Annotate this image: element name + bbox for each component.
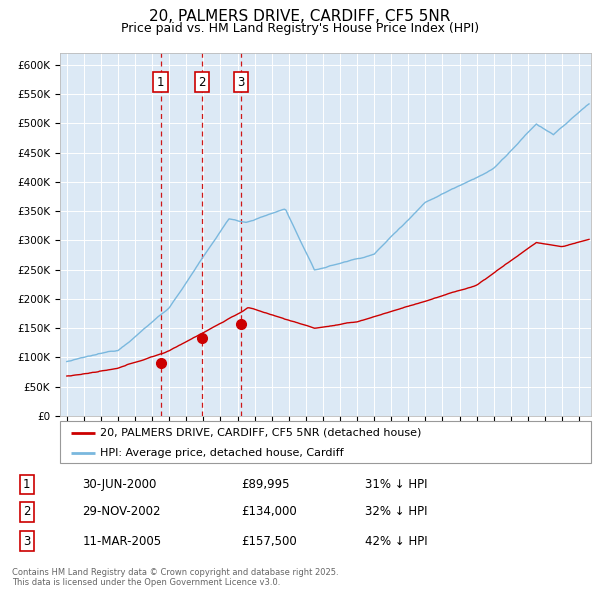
Text: 29-NOV-2002: 29-NOV-2002 <box>82 505 161 519</box>
Text: 42% ↓ HPI: 42% ↓ HPI <box>365 535 427 548</box>
Text: 32% ↓ HPI: 32% ↓ HPI <box>365 505 427 519</box>
Text: 3: 3 <box>23 535 30 548</box>
Text: HPI: Average price, detached house, Cardiff: HPI: Average price, detached house, Card… <box>100 448 343 457</box>
Text: £134,000: £134,000 <box>241 505 297 519</box>
Text: 31% ↓ HPI: 31% ↓ HPI <box>365 478 427 491</box>
Text: 1: 1 <box>23 478 31 491</box>
Text: Price paid vs. HM Land Registry's House Price Index (HPI): Price paid vs. HM Land Registry's House … <box>121 22 479 35</box>
Text: 2: 2 <box>198 76 206 88</box>
Text: 11-MAR-2005: 11-MAR-2005 <box>82 535 161 548</box>
Text: 30-JUN-2000: 30-JUN-2000 <box>82 478 157 491</box>
Text: £89,995: £89,995 <box>241 478 290 491</box>
Text: Contains HM Land Registry data © Crown copyright and database right 2025.
This d: Contains HM Land Registry data © Crown c… <box>12 568 338 587</box>
Text: 20, PALMERS DRIVE, CARDIFF, CF5 5NR: 20, PALMERS DRIVE, CARDIFF, CF5 5NR <box>149 9 451 24</box>
Text: £157,500: £157,500 <box>241 535 297 548</box>
Text: 20, PALMERS DRIVE, CARDIFF, CF5 5NR (detached house): 20, PALMERS DRIVE, CARDIFF, CF5 5NR (det… <box>100 428 421 438</box>
Text: 2: 2 <box>23 505 31 519</box>
Text: 1: 1 <box>157 76 164 88</box>
Text: 3: 3 <box>237 76 245 88</box>
